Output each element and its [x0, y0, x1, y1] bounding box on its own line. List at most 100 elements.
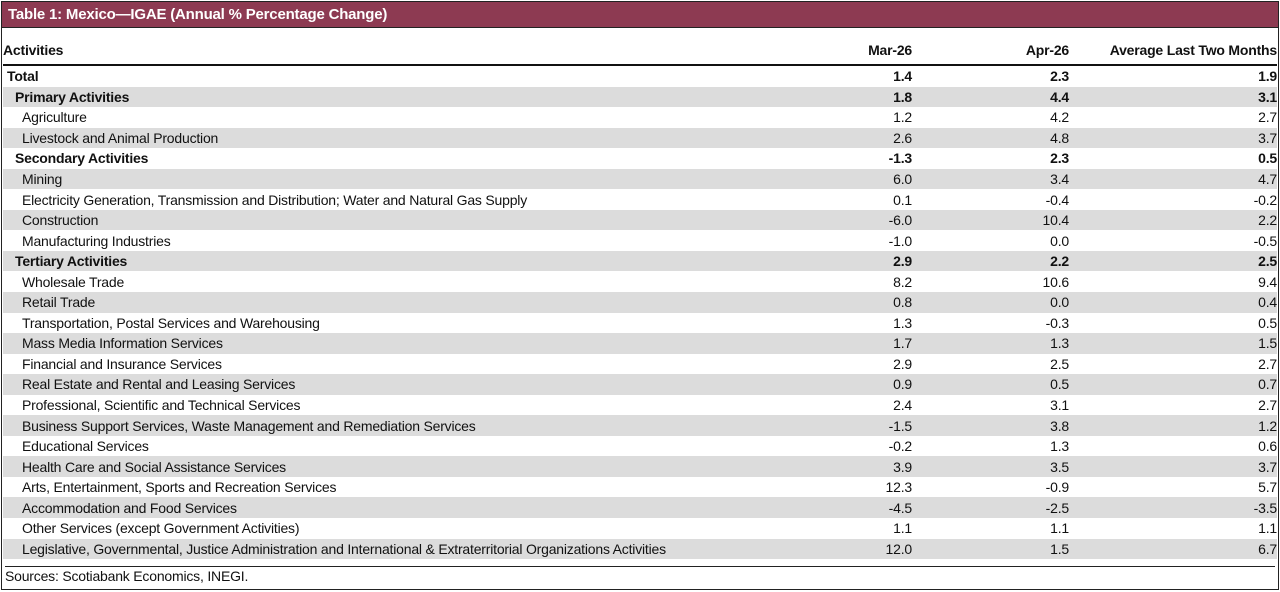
value-cell: 0.7 — [1069, 374, 1277, 395]
value-cell: 1.2 — [893, 109, 912, 126]
value-cell: -1.0 — [888, 232, 913, 249]
table-row: Construction -6.0 10.4 2.2 — [3, 209, 1277, 231]
value-cell: 3.4 — [912, 168, 1069, 190]
label-cell: Manufacturing Industries — [22, 232, 171, 249]
label-cell: Livestock and Animal Production — [3, 127, 806, 149]
source-note: Sources: Scotiabank Economics, INEGI. — [5, 566, 1275, 585]
table-row: Health Care and Social Assistance Servic… — [3, 456, 1277, 477]
value-cell: 2.7 — [1258, 109, 1277, 126]
value-cell: 2.9 — [893, 355, 912, 372]
value-cell: 0.5 — [1258, 150, 1277, 167]
value-cell: 1.5 — [1069, 333, 1277, 354]
table-row: Retail Trade 0.8 0.0 0.4 — [3, 292, 1277, 313]
value-cell: 2.3 — [1050, 150, 1069, 167]
value-cell: 8.2 — [893, 273, 912, 290]
table-row: Mass Media Information Services 1.7 1.3 1.5 — [3, 333, 1277, 354]
value-cell: -1.3 — [888, 150, 913, 167]
value-cell: 0.6 — [1258, 438, 1277, 455]
table-title: Table 1: Mexico—IGAE (Annual % Percentag… — [2, 2, 1278, 28]
value-cell: 2.7 — [1258, 397, 1277, 414]
table-row: Accommodation and Food Services -4.5 -2.5-… — [3, 497, 1277, 519]
value-cell: 1.4 — [893, 68, 912, 85]
value-cell: 3.1 — [1050, 397, 1069, 414]
value-cell: 2.4 — [893, 397, 912, 414]
value-cell: 1.1 — [1050, 520, 1069, 537]
value-cell: -3.5 — [1069, 497, 1277, 519]
value-cell: 0.9 — [806, 374, 912, 395]
table-row: Other Services (except Government Activi… — [3, 518, 1277, 539]
value-cell: 1.8 — [806, 86, 912, 108]
table-row: Financial and Insurance Services 2.9 2.5 2.… — [3, 354, 1277, 375]
value-cell: 2.3 — [1050, 68, 1069, 85]
column-header: Apr-26 — [912, 36, 1069, 66]
data-table: Activities Mar-26 Apr-26 Average Last Two M… — [3, 36, 1277, 560]
label-cell: Business Support Services, Waste Managem… — [3, 415, 806, 436]
value-cell: 1.7 — [806, 333, 912, 354]
label-cell: Transportation, Postal Services and Ware… — [22, 314, 320, 331]
value-cell: 3.1 — [1069, 86, 1277, 108]
value-cell: -0.3 — [1045, 314, 1070, 331]
table-row: Primary Activities 1.8 4.4 3.1 — [3, 86, 1277, 108]
label-cell: Tertiary Activities — [3, 250, 806, 272]
value-cell: 1.3 — [912, 333, 1069, 354]
value-cell: 3.7 — [1069, 456, 1277, 477]
value-cell: 4.4 — [912, 86, 1069, 108]
table-row: Agriculture 1.2 4.2 2.7 — [3, 107, 1277, 128]
table-row: Wholesale Trade 8.2 10.6 9.4 — [3, 271, 1277, 292]
label-cell: Total — [7, 68, 39, 85]
value-cell: 0.0 — [912, 292, 1069, 313]
value-cell: 6.0 — [806, 168, 912, 190]
value-cell: 1.1 — [1258, 520, 1277, 537]
value-cell: 3.9 — [806, 456, 912, 477]
value-cell: 2.5 — [1050, 355, 1069, 372]
label-cell: Wholesale Trade — [22, 273, 125, 290]
column-header: Mar-26 — [806, 36, 912, 66]
value-cell: -0.2 — [888, 438, 913, 455]
value-cell: 2.6 — [806, 127, 912, 149]
value-cell: 0.5 — [1258, 314, 1277, 331]
value-cell: 3.8 — [912, 415, 1069, 436]
label-cell: Retail Trade — [3, 292, 806, 313]
label-cell: Agriculture — [22, 109, 87, 126]
value-cell: 0.1 — [893, 191, 912, 208]
value-cell: 3.5 — [912, 456, 1069, 477]
table-row: Secondary Activities -1.3 2.3 0.5 — [3, 148, 1277, 169]
table-row: Electricity Generation, Transmission and… — [3, 189, 1277, 210]
table-row: Mining 6.0 3.4 4.7 — [3, 168, 1277, 190]
value-cell: -2.5 — [912, 497, 1069, 519]
value-cell: -6.0 — [806, 209, 912, 231]
value-cell: 12.3 — [885, 479, 913, 496]
label-cell: Other Services (except Government Activi… — [22, 520, 300, 537]
label-cell: Accommodation and Food Services — [3, 497, 806, 519]
value-cell: 1.2 — [1069, 415, 1277, 436]
table-row: Arts, Entertainment, Sports and Recreati… — [3, 477, 1277, 498]
table-row: Manufacturing Industries -1.0 0.0 -0.5 — [3, 230, 1277, 251]
label-cell: Construction — [3, 209, 806, 231]
value-cell: 3.7 — [1069, 127, 1277, 149]
value-cell: 12.0 — [806, 538, 912, 560]
value-cell: 2.9 — [806, 250, 912, 272]
label-cell: Mining — [3, 168, 806, 190]
label-cell: Real Estate and Rental and Leasing Servi… — [3, 374, 806, 395]
value-cell: 10.6 — [1042, 273, 1070, 290]
value-cell: 0.5 — [912, 374, 1069, 395]
table-row: Legislative, Governmental, Justice Admin… — [3, 538, 1277, 560]
value-cell: 2.2 — [912, 250, 1069, 272]
value-cell: 1.9 — [1258, 68, 1277, 85]
value-cell: 1.3 — [1050, 438, 1069, 455]
value-cell: -1.5 — [806, 415, 912, 436]
table-body: Total 1.4 2.3 1.9 Primary Activities 1.8 4.4 3.… — [3, 65, 1277, 560]
value-cell: 0.4 — [1069, 292, 1277, 313]
value-cell: 1.3 — [893, 314, 912, 331]
table-row: Tertiary Activities 2.9 2.2 2.5 — [3, 250, 1277, 272]
value-cell: 4.7 — [1069, 168, 1277, 190]
value-cell: -4.5 — [806, 497, 912, 519]
value-cell: 0.0 — [1050, 232, 1069, 249]
value-cell: 1.5 — [912, 538, 1069, 560]
value-cell: 2.2 — [1069, 209, 1277, 231]
value-cell: 9.4 — [1258, 273, 1277, 290]
label-cell: Primary Activities — [3, 86, 806, 108]
value-cell: 1.1 — [893, 520, 912, 537]
